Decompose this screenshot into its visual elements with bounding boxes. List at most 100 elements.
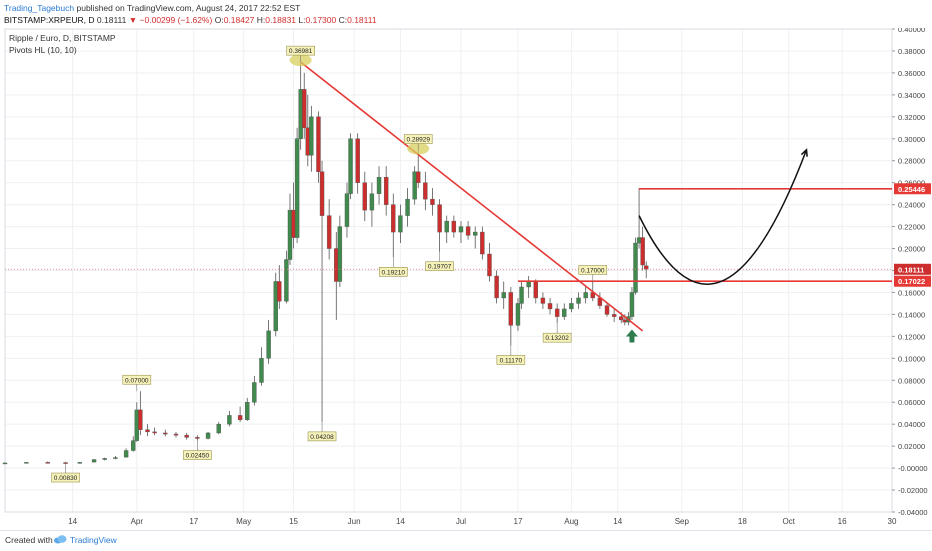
y-tick-label: 0.30000 <box>898 135 925 144</box>
quote-line: BITSTAMP:XRPEUR, D 0.18111 ▼ −0.00299 (−… <box>4 14 377 26</box>
down-triangle-icon: ▼ <box>128 15 138 25</box>
candle-body <box>547 303 553 310</box>
y-tick-label: 0.10000 <box>898 354 925 363</box>
y-tick-label: 0.12000 <box>898 332 925 341</box>
candle-body <box>611 314 617 317</box>
y-tick-label: 0.28000 <box>898 157 925 166</box>
candle-body <box>526 281 531 288</box>
pivot-label: 0.19210 <box>382 269 406 276</box>
high-value: 0.18831 <box>265 15 297 25</box>
candle-body <box>273 281 278 332</box>
candle-body <box>284 259 289 302</box>
y-tick-label: 0.32000 <box>898 113 925 122</box>
candle-body <box>430 198 435 205</box>
candle-body <box>348 138 353 194</box>
candle-body <box>576 297 581 304</box>
x-tick-label: 18 <box>738 517 747 526</box>
pivot-box <box>403 134 433 144</box>
x-tick-label: May <box>236 517 251 526</box>
pivot-label: 0.02450 <box>186 453 210 460</box>
pivot-box <box>542 332 572 343</box>
y-tick-label: 0.08000 <box>898 376 925 385</box>
candle-body <box>316 116 321 172</box>
candle-body <box>2 462 8 465</box>
indicator-label: Pivots HL (10, 10) <box>9 45 77 55</box>
candle-body <box>102 458 107 460</box>
price-scale[interactable]: -0.04000 -0.02000 -0.00000 0.02000 0.04000 0.… <box>892 28 931 517</box>
projection-curve <box>638 149 808 285</box>
candle-body <box>113 457 118 459</box>
y-tick-label: 0.22000 <box>898 223 925 232</box>
level-label: 0.25446 <box>898 185 925 194</box>
tradingview-cloud-icon <box>54 535 67 544</box>
y-tick-label: 0.40000 <box>898 28 925 34</box>
pivot-box <box>51 472 80 483</box>
downtrend-line <box>300 61 644 332</box>
pivot-label: 0.28929 <box>406 137 430 144</box>
candle-body <box>77 462 83 464</box>
candle-body <box>604 305 610 315</box>
y-tick-label: -0.00000 <box>898 464 928 473</box>
close-label: C: <box>338 15 348 25</box>
candle-body <box>123 450 129 458</box>
candle-body <box>501 292 506 299</box>
x-tick-label: 17 <box>514 517 523 526</box>
pivot-box <box>183 450 212 460</box>
candles <box>2 62 649 465</box>
candle-body <box>294 138 300 238</box>
high-label: H: <box>256 15 266 25</box>
candle-body <box>644 265 649 270</box>
candle-body <box>45 462 50 464</box>
candle-body <box>640 237 645 266</box>
projection-arrow-head <box>800 148 808 157</box>
y-tick-label: 0.34000 <box>898 91 925 100</box>
candle-body <box>237 415 243 420</box>
level-badge <box>894 183 931 195</box>
candle-body <box>398 215 403 233</box>
pivot-label: 0.19707 <box>428 264 452 271</box>
x-tick-label: Oct <box>782 517 795 526</box>
candle-body <box>362 182 367 211</box>
candle-body <box>326 215 332 249</box>
open-value: 0.18427 <box>223 15 255 25</box>
low-label: L: <box>298 15 306 25</box>
drawings <box>5 61 892 343</box>
price-chart[interactable]: Ripple / Euro, D, BITSTAMP Pivots HL (10… <box>0 28 932 530</box>
candle-body <box>494 275 499 299</box>
candle-body <box>24 462 29 464</box>
pivot-label: 0.11170 <box>500 357 523 364</box>
y-tick-label: -0.02000 <box>898 486 928 495</box>
time-scale[interactable]: 14 Apr 17 May 15 Jun 14 Jul 17 Aug 14 Sep 18 Oct 16 30 <box>68 517 897 526</box>
candle-body <box>216 423 221 434</box>
candle-body <box>245 402 250 420</box>
candle-body <box>259 358 264 383</box>
candle-body <box>465 226 471 236</box>
y-tick-label: 0.26000 <box>898 179 925 188</box>
y-tick-label: 0.24000 <box>898 201 925 210</box>
y-tick-label: 0.04000 <box>898 420 925 429</box>
x-tick-label: 17 <box>189 517 198 526</box>
pivot-box <box>286 45 315 56</box>
candle-body <box>184 434 189 438</box>
x-tick-label: 16 <box>838 517 847 526</box>
candle-body <box>319 171 325 216</box>
candle-body <box>266 330 271 359</box>
candle-body <box>309 116 314 156</box>
x-tick-label: 14 <box>68 517 77 526</box>
author-link[interactable]: Trading_Tagebuch <box>4 3 75 13</box>
tradingview-brand-link[interactable]: TradingView <box>70 535 117 545</box>
candle-body <box>444 220 449 233</box>
candle-body <box>302 89 307 128</box>
y-tick-label: 0.16000 <box>898 288 925 297</box>
candle-body <box>458 226 464 233</box>
candle-body <box>91 459 97 463</box>
footer: Created with TradingView <box>0 530 932 551</box>
y-tick-label: 0.14000 <box>898 310 925 319</box>
candle-body <box>205 432 211 439</box>
candle-body <box>277 281 282 302</box>
y-tick-label: 0.36000 <box>898 69 925 78</box>
publish-header: Trading_Tagebuch published on TradingVie… <box>4 2 300 14</box>
last-price-badge <box>894 263 931 275</box>
pivot-label: 0.00830 <box>54 475 78 482</box>
candle-body <box>337 226 343 282</box>
